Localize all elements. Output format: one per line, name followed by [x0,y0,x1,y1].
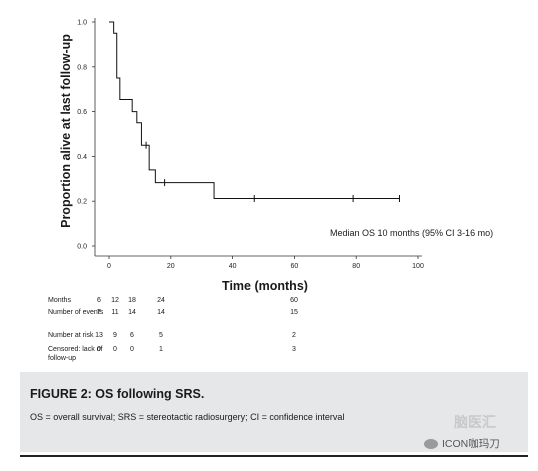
risk-cell: 9 [113,332,117,339]
risk-cell: 18 [128,297,136,304]
y-tick-label: 1.0 [77,20,87,27]
risk-row-label: Number of events [48,309,104,316]
x-tick-label: 60 [291,263,299,270]
risk-cell: 5 [159,332,163,339]
risk-cell: 3 [292,346,296,353]
caption-body: OS = overall survival; SRS = stereotacti… [30,412,345,422]
risk-cell: 60 [290,297,298,304]
caption-title: FIGURE 2: OS following SRS. [30,387,205,401]
y-tick-label: 0.6 [77,109,87,116]
risk-cell: 24 [157,297,165,304]
survival-curve [109,21,400,200]
risk-row-label: Censored: lack of follow-up [48,346,103,362]
x-tick-label: 80 [352,263,360,270]
x-axis-title: Time (months) [222,279,308,293]
risk-cell: 14 [157,309,165,316]
x-tick-label: 100 [412,263,424,270]
risk-cell: 6 [97,297,101,304]
footer-source-label: ICON咖玛刀 [442,438,500,450]
risk-cell: 6 [130,332,134,339]
y-tick-label: 0.8 [77,64,87,71]
figure-caption: FIGURE 2: OS following SRS. OS = overall… [20,372,528,452]
risk-cell: 13 [95,332,103,339]
km-plot: 0.0 0.2 0.4 0.6 0.8 1.0 0 20 40 60 80 100 [77,18,424,270]
risk-cell: 7 [97,309,101,316]
risk-cell: 1 [159,346,163,353]
watermark: 脑医汇 [454,414,496,430]
y-tick-label: 0.4 [77,154,87,161]
y-tick-label: 0.2 [77,199,87,206]
risk-cell: 14 [128,309,136,316]
bottom-rule [20,455,528,457]
risk-row-label: Number at risk [48,332,94,339]
y-tick-label: 0.0 [77,244,87,251]
risk-cell: 15 [290,309,298,316]
x-tick-label: 0 [107,263,111,270]
risk-cell: 2 [292,332,296,339]
footer-source: ICON咖玛刀 [424,436,500,451]
median-os-annotation: Median OS 10 months (95% CI 3-16 mo) [330,228,494,238]
risk-cell: 0 [113,346,117,353]
risk-cell: 0 [130,346,134,353]
risk-cell: 11 [111,309,119,316]
risk-cell: 12 [111,297,119,304]
x-tick-label: 40 [229,263,237,270]
wechat-icon [424,439,438,450]
risk-row-label: Months [48,297,71,304]
x-tick-label: 20 [167,263,175,270]
risk-cell: 0 [97,346,101,353]
y-axis-title: Proportion alive at last follow-up [59,34,73,228]
